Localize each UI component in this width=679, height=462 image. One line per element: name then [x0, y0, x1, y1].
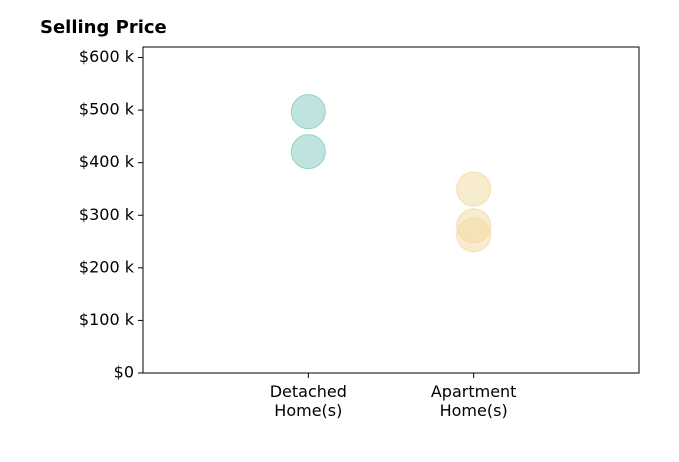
- y-tick-label: $100 k: [79, 310, 135, 329]
- point: [290, 94, 326, 130]
- y-tick-label: $0: [114, 363, 134, 382]
- y-tick-label: $200 k: [79, 257, 135, 276]
- y-tick-label: $300 k: [79, 205, 135, 224]
- plot-frame: [142, 46, 640, 374]
- y-tick-label: $400 k: [79, 152, 135, 171]
- y-tick-label: $500 k: [79, 100, 135, 119]
- point: [290, 134, 326, 170]
- point: [456, 217, 492, 253]
- x-tick-label: Apartment Home(s): [430, 382, 517, 420]
- point: [456, 171, 492, 207]
- x-tick-label: Detached Home(s): [269, 382, 347, 420]
- y-tick-label: $600 k: [79, 47, 135, 66]
- chart-title: Selling Price: [40, 17, 167, 38]
